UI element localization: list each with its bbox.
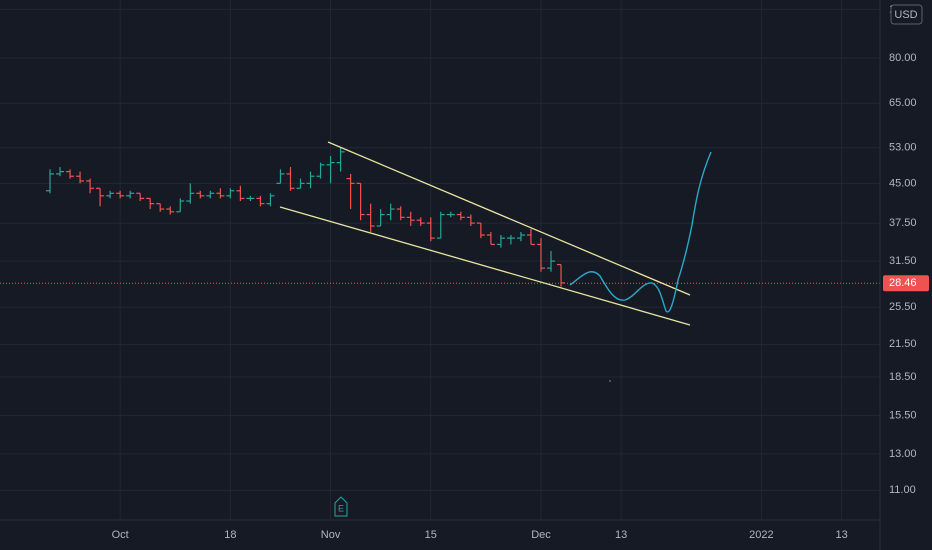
y-tick-label: 31.50 — [889, 255, 917, 267]
dot — [609, 380, 611, 382]
y-tick-label: 80.00 — [889, 52, 917, 64]
currency-label: USD — [894, 9, 917, 21]
earnings-icon — [334, 496, 348, 517]
trend-line — [327, 141, 691, 296]
x-tick-label: Nov — [321, 529, 341, 541]
y-tick-label: 18.50 — [889, 371, 917, 383]
x-tick-label: 15 — [425, 529, 437, 541]
x-tick-label: Oct — [112, 529, 129, 541]
earnings-marker[interactable]: E — [334, 496, 348, 517]
x-tick-label: 13 — [615, 529, 627, 541]
y-tick-label: 25.50 — [889, 301, 917, 313]
y-tick-label: 11.00 — [889, 484, 916, 496]
y-tick-label: 21.50 — [889, 338, 917, 350]
x-tick-label: Dec — [531, 529, 551, 541]
y-tick-label: 65.00 — [889, 97, 917, 109]
y-tick-label: 13.00 — [889, 448, 917, 460]
bars — [0, 147, 880, 287]
currency-box[interactable] — [890, 4, 923, 25]
axes: 11.00 13.00 15.50 18.50 21.50 25.50 31.50 37.50… — [112, 3, 929, 541]
y-tick-label: 45.00 — [889, 177, 917, 189]
trend-line — [279, 206, 691, 326]
price-label: 28.46 — [889, 277, 917, 289]
x-tick-label: 18 — [224, 529, 236, 541]
earnings-label: E — [338, 503, 344, 513]
x-tick-label: 13 — [835, 529, 847, 541]
y-tick-label: 37.50 — [889, 217, 917, 229]
y-tick-label: 15.50 — [889, 410, 917, 422]
projection-path — [569, 151, 712, 313]
x-tick-label: 2022 — [749, 529, 773, 541]
price-label-box — [883, 275, 929, 292]
y-tick-label: 53.00 — [889, 142, 917, 154]
